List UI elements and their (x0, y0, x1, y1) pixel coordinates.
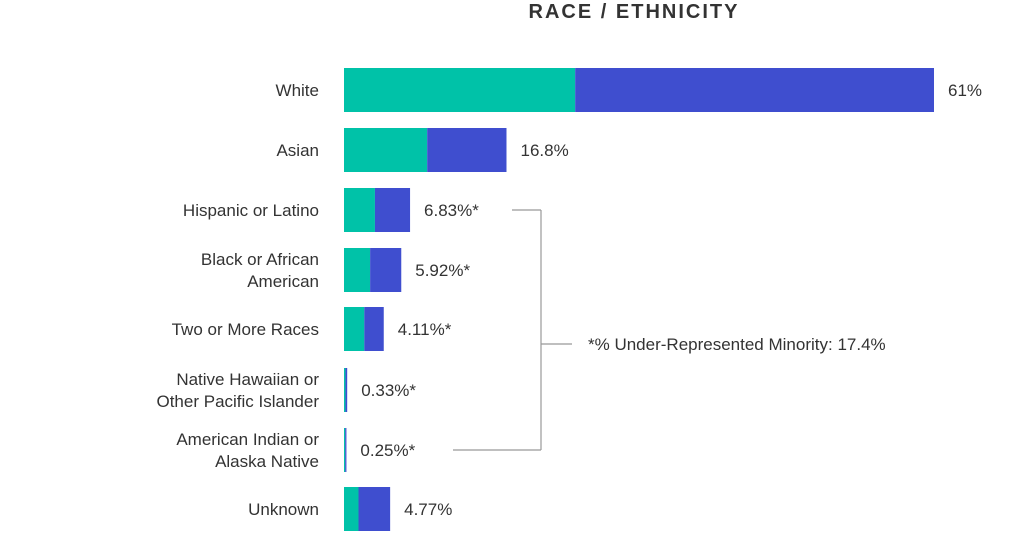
value-label-hispanic-or-latino: 6.83%* (424, 201, 479, 220)
bar-segment-two-or-more-races-2 (364, 307, 384, 351)
value-label-american-indian-or-alaska-native: 0.25%* (360, 441, 415, 460)
bars-group (344, 68, 934, 531)
urm-bracket-label: *% Under-Represented Minority: 17.4% (588, 335, 886, 354)
category-label-line: Unknown (248, 500, 319, 519)
bar-segment-unknown-2 (358, 487, 391, 531)
bar-segment-two-or-more-races-1 (344, 307, 365, 351)
bar-segment-white-2 (575, 68, 934, 112)
bar-segment-american-indian-or-alaska-native-2 (345, 428, 347, 472)
category-label-black-or-african-american: Black or African American (201, 250, 319, 291)
category-label-unknown: Unknown (248, 500, 319, 519)
category-label-american-indian-or-alaska-native: American Indian or Alaska Native (176, 430, 319, 471)
chart-title: RACE / ETHNICITY (529, 1, 740, 23)
value-label-unknown: 4.77% (404, 500, 452, 519)
category-label-line: Two or More Races (172, 320, 319, 339)
bar-segment-white-1 (344, 68, 576, 112)
bar-segment-hispanic-or-latino-1 (344, 188, 375, 232)
bar-segment-black-or-african-american-1 (344, 248, 371, 292)
category-label-line: Black or African (201, 250, 319, 269)
category-label-line: Other Pacific Islander (156, 392, 319, 411)
value-label-two-or-more-races: 4.11%* (398, 320, 452, 339)
value-label-black-or-african-american: 5.92%* (415, 261, 470, 280)
value-label-asian: 16.8% (520, 141, 568, 160)
urm-bracket: *% Under-Represented Minority: 17.4% (453, 209, 886, 451)
value-labels-group: 61% 16.8% 6.83%* 5.92%* 4.11%* 0.33%* 0.25%* 4.… (360, 81, 982, 519)
bar-segment-hispanic-or-latino-2 (374, 188, 411, 232)
category-label-line: American Indian or (176, 430, 319, 449)
category-label-line: White (276, 81, 319, 100)
bar-segment-asian-2 (427, 128, 507, 172)
value-label-white: 61% (948, 81, 982, 100)
category-label-line: Native Hawaiian or (176, 370, 319, 389)
category-label-white: White (276, 81, 319, 100)
category-label-asian: Asian (276, 141, 319, 160)
bar-segment-native-hawaiian-or-other-pacific-islander-2 (345, 368, 348, 412)
category-label-native-hawaiian-or-other-pacific-islander: Native Hawaiian or Other Pacific Islander (156, 370, 319, 411)
bar-segment-unknown-1 (344, 487, 359, 531)
category-labels-group: White Asian Hispanic or Latino Black or Afr… (156, 81, 319, 519)
category-label-two-or-more-races: Two or More Races (172, 320, 319, 339)
category-label-line: Alaska Native (215, 452, 319, 471)
value-label-native-hawaiian-or-other-pacific-islander: 0.33%* (361, 381, 416, 400)
category-label-line: Asian (276, 141, 319, 160)
category-label-line: American (247, 272, 319, 291)
category-label-hispanic-or-latino: Hispanic or Latino (183, 201, 319, 220)
category-label-line: Hispanic or Latino (183, 201, 319, 220)
bar-segment-american-indian-or-alaska-native-1 (344, 428, 346, 472)
bar-segment-asian-1 (344, 128, 428, 172)
bar-segment-black-or-african-american-2 (370, 248, 402, 292)
bar-segment-native-hawaiian-or-other-pacific-islander-1 (344, 368, 346, 412)
